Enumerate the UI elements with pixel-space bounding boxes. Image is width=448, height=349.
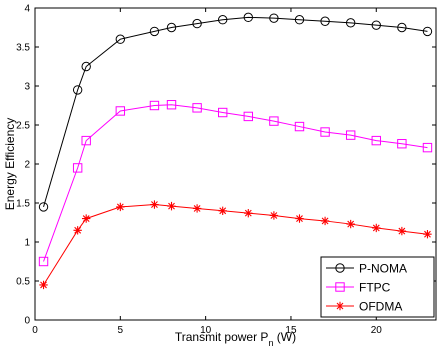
data-point-ofdma (39, 280, 48, 290)
data-point-p-noma (397, 22, 407, 33)
legend-label-ftpc: FTPC (359, 281, 391, 295)
legend-label-ofdma: OFDMA (359, 300, 402, 314)
data-point-ofdma (320, 216, 330, 226)
data-point-ofdma (423, 230, 432, 239)
x-axis-label-unit: (W) (273, 330, 296, 344)
data-point-ofdma (81, 214, 91, 223)
legend-marker-ftpc (335, 282, 345, 292)
x-tick-label: 0 (32, 325, 38, 336)
data-point-ofdma (192, 204, 202, 213)
data-point-ofdma (73, 226, 82, 235)
y-axis-label: Energy Efficiency (3, 118, 17, 211)
series-ofdma (39, 200, 432, 290)
data-point-ofdma (116, 202, 125, 212)
data-point-p-noma (422, 26, 433, 37)
x-axis-label-main: Transmit power P (175, 330, 269, 344)
y-tick-label: 1 (24, 238, 30, 249)
data-point-p-noma (269, 13, 279, 23)
ticks-layer: 0 5 10 15 20 0 0.5 1 1.5 2 2.5 3 3.5 4 (16, 4, 436, 336)
y-tick-label: 0 (24, 316, 30, 327)
series-layer (38, 12, 433, 290)
y-tick-label: 1.5 (16, 199, 30, 210)
legend: P-NOMA FTPC OFDMA (320, 256, 435, 318)
data-point-ftpc (397, 139, 407, 149)
data-point-p-noma (166, 22, 177, 33)
y-tick-label: 4 (24, 4, 30, 15)
data-point-ftpc (149, 100, 160, 111)
data-point-ofdma (346, 219, 355, 229)
data-point-ofdma (218, 206, 227, 215)
data-point-p-noma (38, 202, 49, 212)
y-tick-label: 3.5 (16, 43, 30, 54)
series-line-ftpc (43, 104, 428, 262)
data-point-ftpc (218, 107, 228, 118)
series-ftpc (38, 100, 433, 267)
data-point-ftpc (345, 130, 356, 140)
x-tick-label: 10 (200, 325, 212, 336)
y-tick-label: 2 (24, 160, 30, 171)
data-point-ftpc (269, 116, 279, 126)
x-axis-label: Transmit power Pn (W) (175, 330, 296, 348)
data-point-ftpc (166, 100, 177, 110)
data-point-ftpc (320, 127, 330, 137)
data-point-ftpc (243, 111, 253, 122)
data-point-ftpc (422, 142, 433, 153)
y-tick-label: 3 (24, 82, 30, 93)
data-point-p-noma (72, 85, 83, 95)
series-p-noma (38, 12, 433, 212)
data-point-p-noma (218, 15, 228, 25)
data-point-ftpc (294, 121, 305, 132)
x-axis-label-subscript: n (268, 338, 273, 348)
data-point-ofdma (244, 208, 253, 218)
data-point-ofdma (269, 211, 279, 220)
data-point-ofdma (397, 226, 407, 236)
data-point-ftpc (115, 106, 126, 116)
data-point-p-noma (371, 20, 381, 30)
x-tick-label: 20 (371, 325, 383, 336)
y-tick-label: 2.5 (16, 121, 30, 132)
series-line-ofdma (43, 204, 428, 286)
x-tick-label: 5 (118, 325, 124, 336)
data-point-p-noma (294, 15, 305, 25)
data-point-ofdma (372, 223, 381, 233)
data-point-ofdma (150, 200, 159, 209)
data-point-ftpc (371, 135, 381, 146)
legend-label-p-noma: P-NOMA (359, 262, 407, 276)
data-point-ftpc (72, 163, 83, 173)
data-point-p-noma (81, 61, 91, 72)
series-line-p-noma (43, 16, 428, 208)
legend-marker-ofdma (335, 301, 345, 311)
data-point-ftpc (38, 256, 49, 267)
data-point-ofdma (167, 201, 176, 211)
data-point-p-noma (243, 12, 253, 23)
x-tick-label: 15 (285, 325, 297, 336)
data-point-p-noma (115, 34, 126, 44)
data-point-ofdma (295, 214, 304, 223)
y-tick-label: 0.5 (16, 277, 30, 288)
legend-marker-p-noma (335, 263, 345, 273)
data-point-ftpc (192, 103, 202, 113)
data-point-p-noma (320, 16, 330, 26)
data-point-p-noma (345, 18, 356, 28)
data-point-p-noma (192, 18, 202, 29)
data-point-p-noma (149, 26, 160, 37)
data-point-ftpc (81, 135, 91, 146)
